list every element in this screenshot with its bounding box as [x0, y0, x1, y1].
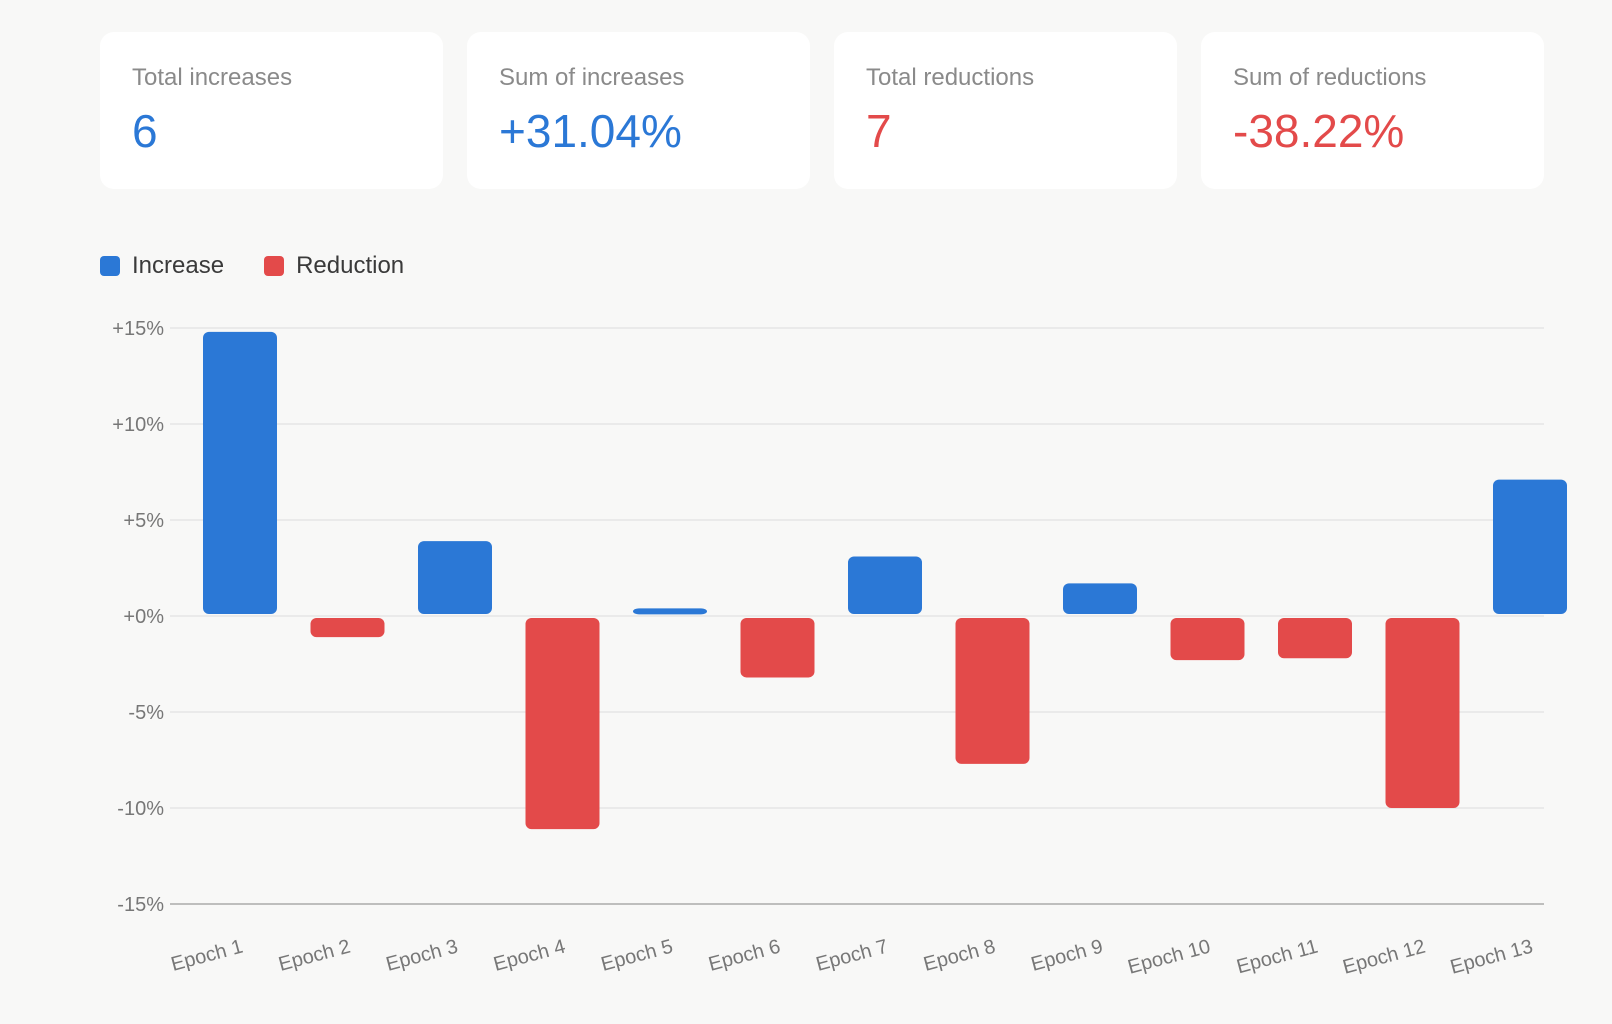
x-tick-label: Epoch 5 [599, 936, 676, 976]
x-tick-label: Epoch 6 [706, 936, 783, 976]
y-tick-label: +0% [123, 606, 164, 628]
x-tick-label: Epoch 13 [1448, 936, 1535, 979]
stats-cards: Total increases 6 Sum of increases +31.0… [100, 32, 1544, 189]
bar-reduction [310, 618, 385, 638]
x-tick-label: Epoch 11 [1234, 936, 1320, 979]
bar-reduction [1385, 618, 1460, 808]
bar-increase [848, 556, 922, 614]
sum-reductions-label: Sum of reductions [1233, 64, 1427, 91]
x-tick-label: Epoch 10 [1125, 936, 1212, 979]
x-tick-label: Epoch 2 [276, 936, 353, 976]
bar-increase [1063, 583, 1137, 614]
bar-reduction [1170, 618, 1245, 661]
y-tick-label: -10% [117, 798, 164, 820]
bar-reduction [740, 618, 815, 678]
total-increases-value: 6 [132, 105, 158, 157]
bar-reduction [1278, 618, 1352, 659]
legend-item-reduction[interactable]: Reduction [264, 252, 404, 280]
y-tick-label: +15% [112, 318, 164, 340]
increase-swatch-icon [100, 256, 120, 276]
sum-increases-label: Sum of increases [499, 64, 685, 91]
legend-increase-label: Increase [132, 252, 225, 279]
x-tick-label: Epoch 4 [491, 936, 568, 976]
chart-legend: Increase Reduction [100, 252, 404, 280]
x-tick-label: Epoch 12 [1340, 936, 1427, 979]
total-reductions-label: Total reductions [866, 64, 1035, 91]
sum-reductions-card: Sum of reductions -38.22% [1201, 32, 1544, 189]
x-tick-label: Epoch 1 [169, 936, 246, 976]
y-tick-label: -5% [128, 702, 164, 724]
bar-increase [418, 541, 492, 614]
bar-increase [203, 331, 277, 614]
x-tick-label: Epoch 8 [921, 936, 998, 976]
bar-reduction [955, 618, 1030, 764]
legend-reduction-label: Reduction [296, 252, 405, 279]
reduction-swatch-icon [264, 256, 285, 276]
total-increases-card: Total increases 6 [100, 32, 443, 189]
x-tick-label: Epoch 7 [814, 936, 891, 976]
y-tick-label: -15% [117, 894, 164, 916]
bar-increase [1493, 479, 1567, 614]
bar-increase [633, 608, 707, 615]
y-tick-label: +10% [112, 414, 164, 436]
legend-item-increase[interactable]: Increase [100, 252, 224, 280]
sum-increases-card: Sum of increases +31.04% [467, 32, 810, 189]
bar-reduction [525, 618, 600, 830]
x-tick-label: Epoch 3 [384, 936, 461, 976]
total-increases-label: Total increases [132, 64, 293, 91]
total-reductions-card: Total reductions 7 [834, 32, 1177, 189]
x-tick-label: Epoch 9 [1029, 936, 1106, 976]
y-tick-label: +5% [123, 510, 164, 532]
total-reductions-value: 7 [866, 105, 892, 157]
sum-reductions-value: -38.22% [1233, 105, 1405, 157]
sum-increases-value: +31.04% [499, 105, 682, 157]
